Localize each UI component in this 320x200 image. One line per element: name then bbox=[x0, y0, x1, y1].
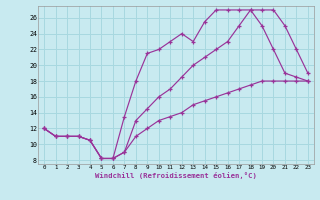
X-axis label: Windchill (Refroidissement éolien,°C): Windchill (Refroidissement éolien,°C) bbox=[95, 172, 257, 179]
